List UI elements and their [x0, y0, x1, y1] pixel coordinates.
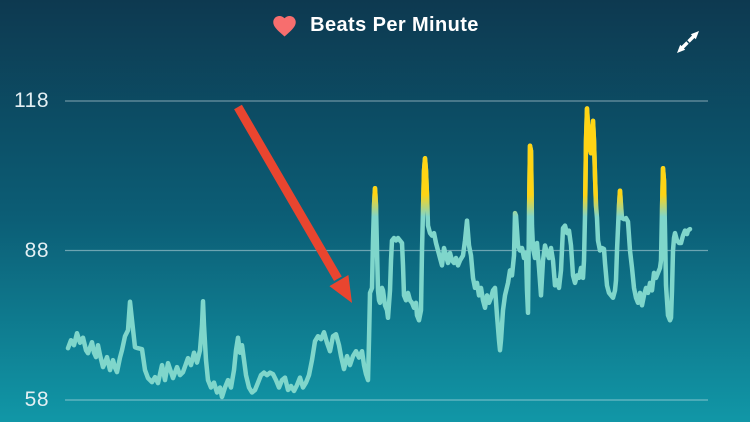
page-title: Beats Per Minute	[310, 14, 479, 36]
y-axis-tick-label: 58	[24, 388, 49, 411]
arrow-head	[329, 275, 352, 303]
y-axis-tick-label: 118	[14, 89, 49, 112]
heart-rate-line-high-zone	[65, 106, 693, 400]
expand-button[interactable]	[672, 26, 704, 58]
arrow-shaft	[234, 104, 342, 282]
expand-arrows-icon	[677, 31, 699, 53]
gridlines	[65, 100, 708, 401]
heart-icon	[273, 15, 296, 37]
chart-header: Beats Per Minute	[0, 13, 750, 38]
annotation-arrow	[234, 104, 352, 303]
y-axis-tick-label: 88	[24, 238, 49, 262]
